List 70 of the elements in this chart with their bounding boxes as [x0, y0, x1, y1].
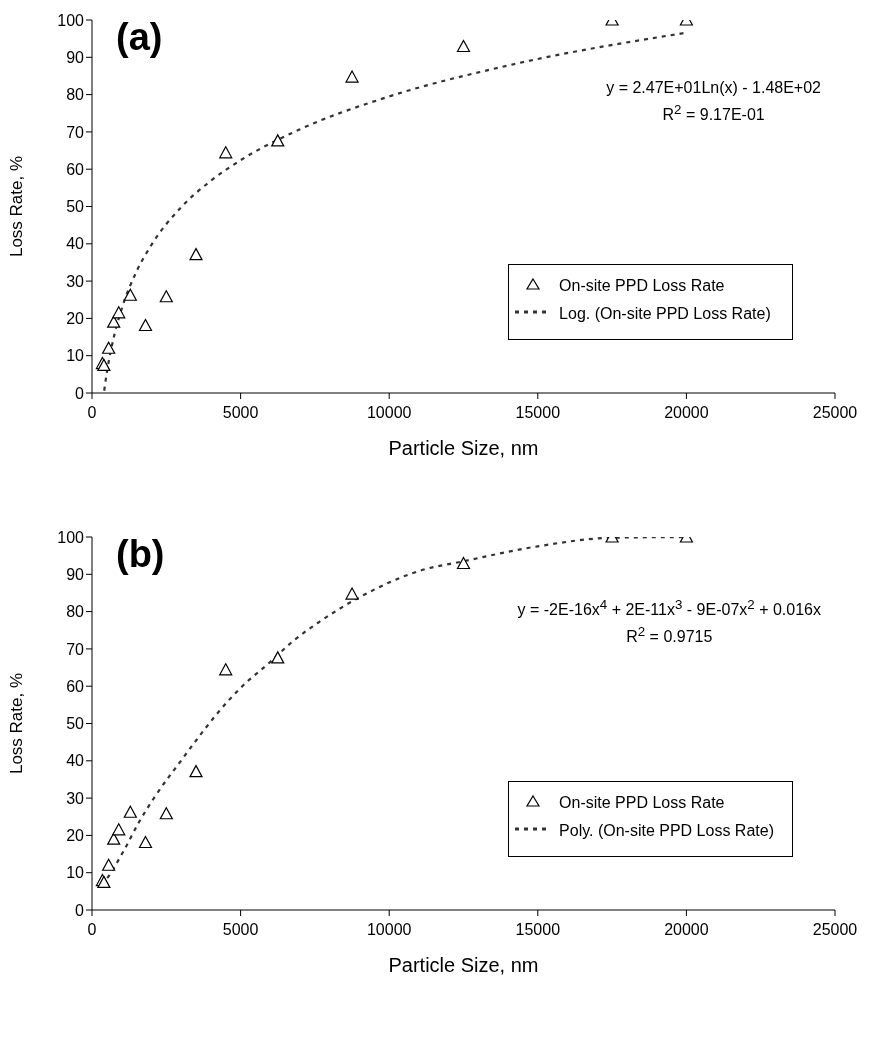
x-tick-label: 25000	[812, 404, 858, 422]
y-tick-label: 50	[66, 715, 85, 733]
y-tick-label: 100	[57, 528, 85, 546]
point	[102, 858, 116, 871]
point	[159, 807, 173, 820]
y-axis-title: Loss Rate, %	[7, 155, 27, 258]
annotation: R$^{2}$ = 9.17E-01	[661, 100, 766, 125]
point	[219, 663, 233, 676]
x-tick-label: 0	[87, 921, 97, 939]
point	[112, 306, 126, 319]
y-tick-label: 20	[66, 310, 85, 328]
y-tick-label: 60	[66, 160, 85, 178]
point	[271, 651, 285, 664]
y-tick-label: 10	[66, 864, 85, 882]
x-tick-label: 0	[87, 404, 97, 422]
y-tick-label: 30	[66, 789, 85, 807]
point	[107, 832, 121, 845]
x-tick-label: 5000	[222, 921, 259, 939]
point	[107, 315, 121, 328]
y-tick-label: 10	[66, 347, 85, 365]
y-tick-label: 90	[66, 48, 85, 66]
annotation: y = -2E-16x$^{4}$ + 2E-11x$^{3}$ - 9E-07x$^{2}$ + 0.016x	[517, 595, 821, 620]
point	[112, 823, 126, 836]
point	[345, 587, 359, 600]
annotation: R$^{2}$ = 0.9715	[625, 622, 714, 648]
x-tick-label: 10000	[366, 921, 412, 939]
x-axis-title: Particle Size, nm	[388, 954, 539, 976]
y-axis-title: Loss Rate, %	[7, 672, 27, 775]
y-tick-label: 30	[66, 272, 85, 290]
point	[189, 765, 203, 778]
x-tick-label: 10000	[366, 404, 412, 422]
legend-label: On-site PPD Loss Rate	[559, 276, 725, 295]
point	[271, 134, 285, 147]
point	[102, 341, 116, 354]
x-tick-label: 20000	[664, 921, 709, 939]
y-tick-label: 90	[66, 565, 85, 583]
x-tick-label: 20000	[664, 404, 709, 422]
y-tick-label: 0	[75, 901, 85, 919]
x-axis-title: Particle Size, nm	[388, 437, 539, 459]
y-tick-label: 70	[66, 123, 85, 141]
x-tick-label: 5000	[222, 404, 259, 422]
point	[138, 835, 153, 849]
annotation: y = 2.47E+01Ln(x) - 1.48E+02	[606, 77, 821, 98]
y-tick-label: 60	[66, 677, 85, 695]
y-tick-label: 20	[66, 827, 85, 845]
legend-label: On-site PPD Loss Rate	[559, 793, 725, 812]
x-tick-label: 15000	[515, 921, 561, 939]
point	[123, 805, 137, 818]
point	[456, 39, 471, 53]
point	[189, 248, 203, 261]
y-tick-label: 100	[57, 11, 85, 29]
legend-label: Log. (On-site PPD Loss Rate)	[559, 304, 771, 323]
y-tick-label: 40	[66, 752, 85, 770]
point	[456, 556, 471, 570]
y-tick-label: 80	[66, 86, 85, 104]
chart-title: (a)	[116, 16, 163, 59]
point	[138, 318, 153, 332]
y-tick-label: 40	[66, 235, 85, 253]
point	[219, 146, 233, 159]
y-tick-label: 70	[66, 640, 85, 658]
y-tick-label: 50	[66, 198, 85, 216]
x-tick-label: 25000	[812, 921, 858, 939]
x-tick-label: 15000	[515, 404, 561, 422]
point	[345, 70, 359, 83]
point	[159, 290, 173, 303]
chart-title: (b)	[116, 533, 165, 576]
point	[123, 288, 137, 301]
legend-label: Poly. (On-site PPD Loss Rate)	[559, 821, 774, 840]
y-tick-label: 80	[66, 603, 85, 621]
y-tick-label: 0	[75, 384, 85, 402]
